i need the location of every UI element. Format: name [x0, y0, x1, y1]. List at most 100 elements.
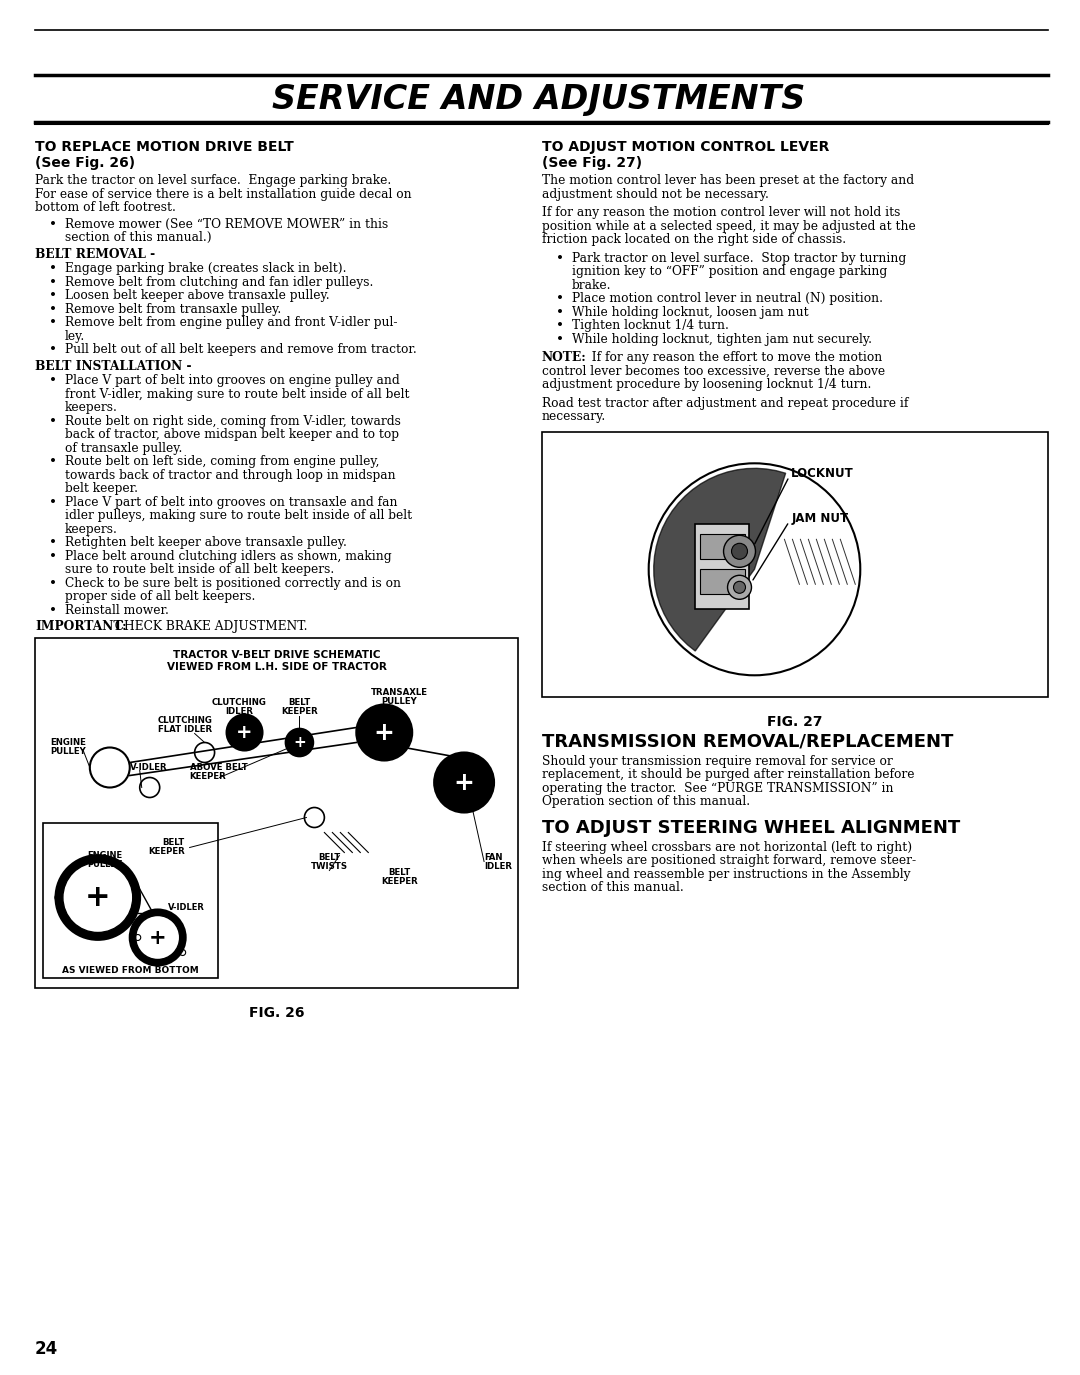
Text: Reinstall mower.: Reinstall mower.: [65, 604, 168, 616]
Text: Tighten locknut 1/4 turn.: Tighten locknut 1/4 turn.: [572, 319, 729, 331]
Bar: [35, 638, 518, 987]
Text: While holding locknut, tighten jam nut securely.: While holding locknut, tighten jam nut s…: [572, 333, 872, 345]
Text: •: •: [49, 263, 57, 276]
Text: replacement, it should be purged after reinstallation before: replacement, it should be purged after r…: [542, 769, 915, 781]
Text: control lever becomes too excessive, reverse the above: control lever becomes too excessive, rev…: [542, 364, 886, 378]
Text: proper side of all belt keepers.: proper side of all belt keepers.: [65, 590, 255, 604]
Text: sure to route belt inside of all belt keepers.: sure to route belt inside of all belt ke…: [65, 562, 334, 576]
Text: Pull belt out of all belt keepers and remove from tractor.: Pull belt out of all belt keepers and re…: [65, 342, 417, 356]
Text: section of this manual.): section of this manual.): [65, 231, 212, 243]
Text: TRACTOR V-BELT DRIVE SCHEMATIC: TRACTOR V-BELT DRIVE SCHEMATIC: [173, 649, 380, 660]
Text: TO REPLACE MOTION DRIVE BELT: TO REPLACE MOTION DRIVE BELT: [35, 140, 294, 154]
Bar: [694, 524, 750, 609]
Text: IDLER: IDLER: [484, 862, 512, 870]
Text: Park the tractor on level surface.  Engage parking brake.: Park the tractor on level surface. Engag…: [35, 175, 391, 187]
Text: keepers.: keepers.: [65, 522, 118, 535]
Text: Place motion control lever in neutral (N) position.: Place motion control lever in neutral (N…: [572, 292, 882, 305]
Text: PULLEY: PULLEY: [87, 859, 122, 869]
Text: (See Fig. 27): (See Fig. 27): [542, 155, 643, 170]
Text: TO ADJUST MOTION CONTROL LEVER: TO ADJUST MOTION CONTROL LEVER: [542, 140, 829, 154]
Text: +: +: [374, 720, 394, 744]
Text: While holding locknut, loosen jam nut: While holding locknut, loosen jam nut: [572, 305, 809, 319]
Text: If for any reason the effort to move the motion: If for any reason the effort to move the…: [584, 351, 882, 364]
Text: PULLEY: PULLEY: [50, 747, 85, 755]
Circle shape: [56, 855, 139, 939]
Circle shape: [434, 752, 494, 813]
Text: friction pack located on the right side of chassis.: friction pack located on the right side …: [542, 232, 846, 246]
Circle shape: [130, 909, 186, 965]
Circle shape: [285, 729, 313, 756]
Text: belt keeper.: belt keeper.: [65, 483, 138, 495]
Bar: [43, 822, 217, 978]
Text: operating the tractor.  See “PURGE TRANSMISSION” in: operating the tractor. See “PURGE TRANSM…: [542, 781, 893, 795]
Circle shape: [724, 535, 756, 568]
Text: Place V part of belt into grooves on engine pulley and: Place V part of belt into grooves on eng…: [65, 374, 400, 386]
Text: For ease of service there is a belt installation guide decal on: For ease of service there is a belt inst…: [35, 187, 411, 201]
Text: Engage parking brake (creates slack in belt).: Engage parking brake (creates slack in b…: [65, 263, 347, 275]
Text: Route belt on left side, coming from engine pulley,: Route belt on left side, coming from eng…: [65, 455, 379, 468]
Text: (See Fig. 26): (See Fig. 26): [35, 155, 135, 170]
Text: Remove belt from transaxle pulley.: Remove belt from transaxle pulley.: [65, 302, 281, 315]
Text: ignition key to “OFF” position and engage parking: ignition key to “OFF” position and engag…: [572, 265, 887, 278]
Text: •: •: [49, 604, 57, 617]
Text: FIG. 26: FIG. 26: [248, 1005, 305, 1019]
Text: ley.: ley.: [65, 330, 85, 342]
Text: VIEWED FROM L.H. SIDE OF TRACTOR: VIEWED FROM L.H. SIDE OF TRACTOR: [166, 661, 387, 671]
Text: •: •: [556, 292, 564, 307]
Text: TRANSMISSION REMOVAL/REPLACEMENT: TRANSMISSION REMOVAL/REPLACEMENT: [542, 733, 954, 751]
Text: section of this manual.: section of this manual.: [542, 881, 684, 894]
Text: The motion control lever has been preset at the factory and: The motion control lever has been preset…: [542, 175, 914, 187]
Text: Remove belt from clutching and fan idler pulleys.: Remove belt from clutching and fan idler…: [65, 275, 374, 289]
Text: Remove belt from engine pulley and front V-idler pul-: Remove belt from engine pulley and front…: [65, 316, 397, 329]
Text: adjustment should not be necessary.: adjustment should not be necessary.: [542, 187, 769, 201]
Text: Loosen belt keeper above transaxle pulley.: Loosen belt keeper above transaxle pulle…: [65, 289, 329, 302]
Text: idler pulleys, making sure to route belt inside of all belt: idler pulleys, making sure to route belt…: [65, 509, 411, 522]
Text: +: +: [293, 736, 306, 749]
Text: SERVICE AND ADJUSTMENTS: SERVICE AND ADJUSTMENTS: [272, 82, 806, 116]
Text: V-IDLER: V-IDLER: [130, 763, 167, 771]
Text: CLUTCHING: CLUTCHING: [158, 715, 212, 725]
Text: Place belt around clutching idlers as shown, making: Place belt around clutching idlers as sh…: [65, 550, 392, 562]
Text: KEEPER: KEEPER: [381, 876, 418, 886]
Circle shape: [227, 715, 262, 751]
Circle shape: [731, 543, 747, 560]
Circle shape: [728, 575, 752, 600]
Text: •: •: [49, 414, 57, 429]
Text: •: •: [49, 275, 57, 290]
Text: JAM NUT: JAM NUT: [792, 512, 849, 524]
Bar: [542, 432, 1048, 697]
Text: Road test tractor after adjustment and repeat procedure if: Road test tractor after adjustment and r…: [542, 396, 908, 410]
Text: position while at a selected speed, it may be adjusted at the: position while at a selected speed, it m…: [542, 220, 916, 232]
Circle shape: [733, 582, 745, 593]
Text: NOTE:: NOTE:: [542, 351, 586, 364]
Text: •: •: [49, 455, 57, 469]
Text: necessary.: necessary.: [542, 410, 606, 424]
Text: •: •: [49, 302, 57, 316]
Text: TWISTS: TWISTS: [311, 862, 348, 870]
Text: •: •: [49, 576, 57, 590]
Text: •: •: [49, 495, 57, 510]
Text: V-IDLER: V-IDLER: [167, 902, 204, 912]
Text: +: +: [85, 883, 110, 912]
Circle shape: [63, 862, 133, 932]
Text: when wheels are positioned straight forward, remove steer-: when wheels are positioned straight forw…: [542, 854, 916, 868]
Text: CHECK BRAKE ADJUSTMENT.: CHECK BRAKE ADJUSTMENT.: [107, 620, 308, 632]
Text: •: •: [49, 342, 57, 358]
Polygon shape: [653, 469, 785, 650]
Text: KEEPER: KEEPER: [148, 847, 185, 855]
Text: brake.: brake.: [572, 279, 611, 292]
Text: Operation section of this manual.: Operation section of this manual.: [542, 795, 751, 808]
Text: bottom of left footrest.: bottom of left footrest.: [35, 201, 176, 214]
Text: ENGINE: ENGINE: [50, 737, 85, 747]
Text: front V-idler, making sure to route belt inside of all belt: front V-idler, making sure to route belt…: [65, 388, 409, 400]
Text: •: •: [49, 289, 57, 302]
Text: ABOVE BELT: ABOVE BELT: [190, 763, 247, 771]
Text: Park tractor on level surface.  Stop tractor by turning: Park tractor on level surface. Stop trac…: [572, 252, 906, 264]
Circle shape: [136, 916, 179, 960]
Text: •: •: [49, 550, 57, 564]
Text: Remove mower (See “TO REMOVE MOWER” in this: Remove mower (See “TO REMOVE MOWER” in t…: [65, 217, 388, 231]
Text: KEEPER: KEEPER: [281, 707, 318, 715]
Circle shape: [356, 704, 413, 760]
Bar: [700, 535, 744, 560]
Text: FLAT IDLER: FLAT IDLER: [158, 725, 212, 733]
